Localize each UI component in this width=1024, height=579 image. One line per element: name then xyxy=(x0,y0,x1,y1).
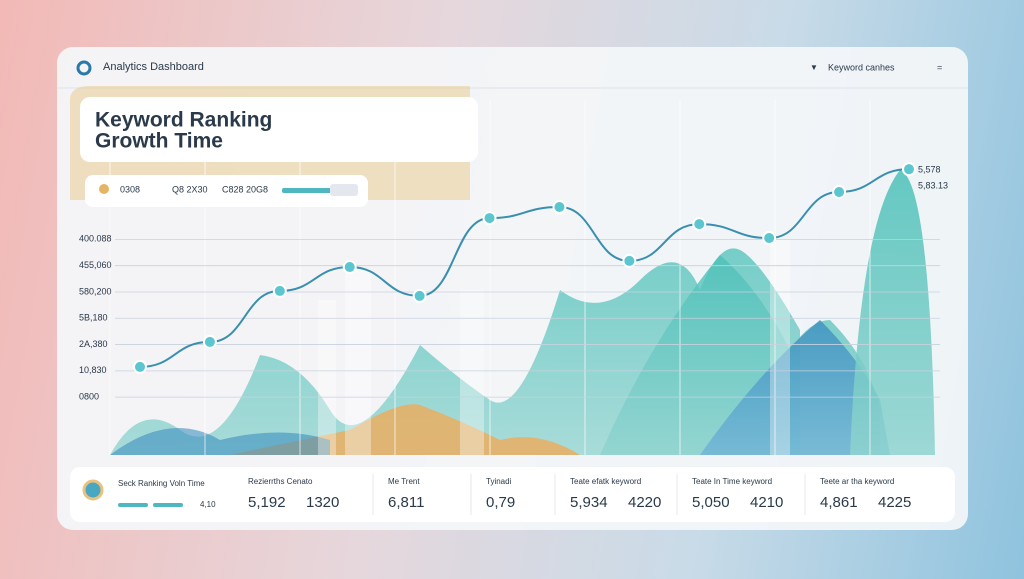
stat-value: 1320 xyxy=(306,494,339,511)
stats-bar xyxy=(70,467,955,522)
point xyxy=(902,162,916,177)
y-tick-label: 0800 xyxy=(79,392,99,402)
stat-label: Teate In Time keyword xyxy=(692,477,772,486)
y-tick-label: 5B,180 xyxy=(79,313,108,323)
annotation: 5,83.13 xyxy=(918,180,948,190)
stat-label: Tyinadi xyxy=(486,477,512,486)
slider[interactable] xyxy=(282,188,337,193)
stat-value: 4,861 xyxy=(820,494,858,511)
line xyxy=(139,168,910,368)
stat-label: Teate efatk keyword xyxy=(570,477,641,486)
stat-bar xyxy=(118,503,148,507)
point xyxy=(133,359,147,374)
area xyxy=(700,320,890,455)
filter-icon xyxy=(99,184,109,194)
slider-handle[interactable] xyxy=(330,184,358,196)
chart-decoration xyxy=(109,100,940,455)
panel-title: Growth Time xyxy=(95,130,223,153)
stat-value: 4210 xyxy=(750,494,783,511)
stat-value: 4220 xyxy=(628,494,661,511)
dropdown[interactable]: Keyword canhes xyxy=(828,62,895,72)
stat-value: 5,192 xyxy=(248,494,286,511)
area xyxy=(110,428,330,455)
area xyxy=(850,170,935,455)
stat-value: 5,934 xyxy=(570,494,608,511)
stat-value: 5,050 xyxy=(692,494,730,511)
point xyxy=(832,185,847,200)
filter[interactable]: 0308 xyxy=(120,184,140,194)
point xyxy=(412,288,427,303)
y-tick-label: 10,830 xyxy=(79,365,107,375)
bar-deco xyxy=(318,300,336,455)
point xyxy=(482,211,497,226)
stat-value: 6,811 xyxy=(388,494,424,511)
y-tick-label: 400.088 xyxy=(79,234,112,244)
point xyxy=(622,253,637,268)
logo xyxy=(76,60,92,76)
annotation: 5,578 xyxy=(918,164,941,174)
bar-deco xyxy=(345,270,371,455)
y-tick-label: 455,060 xyxy=(79,260,112,270)
stat-value: 4,10 xyxy=(200,500,216,509)
bar-deco xyxy=(460,290,484,455)
stat-label: Seck Ranking Voln Time xyxy=(118,479,205,488)
y-tick-label: 580,200 xyxy=(79,286,112,296)
stat-label: Me Trent xyxy=(388,477,420,486)
stats-icon xyxy=(82,479,104,501)
filter[interactable]: Q8 2X30 xyxy=(172,184,208,194)
filter[interactable]: C828 20G8 xyxy=(222,184,268,194)
bar-deco xyxy=(770,240,790,455)
dropdown-arrow[interactable]: ▼ xyxy=(810,63,818,72)
point xyxy=(552,200,567,215)
stat-value: 0,79 xyxy=(486,494,515,511)
panel-title: Keyword Ranking xyxy=(95,109,272,132)
stat-value: 4225 xyxy=(878,494,911,511)
filter-bar xyxy=(85,175,368,207)
point xyxy=(342,259,357,274)
title-box xyxy=(80,97,478,162)
point xyxy=(202,334,217,349)
point xyxy=(762,231,777,246)
stat-label: Teete ar tha keyword xyxy=(820,477,894,486)
stat-label: Rezierrths Cenato xyxy=(248,477,313,486)
y-tick-label: 2A,380 xyxy=(79,339,108,349)
app-title: Analytics Dashboard xyxy=(103,61,204,73)
menu[interactable]: = xyxy=(937,62,942,72)
point xyxy=(272,283,287,298)
stat-bar xyxy=(153,503,183,507)
point xyxy=(692,217,707,232)
